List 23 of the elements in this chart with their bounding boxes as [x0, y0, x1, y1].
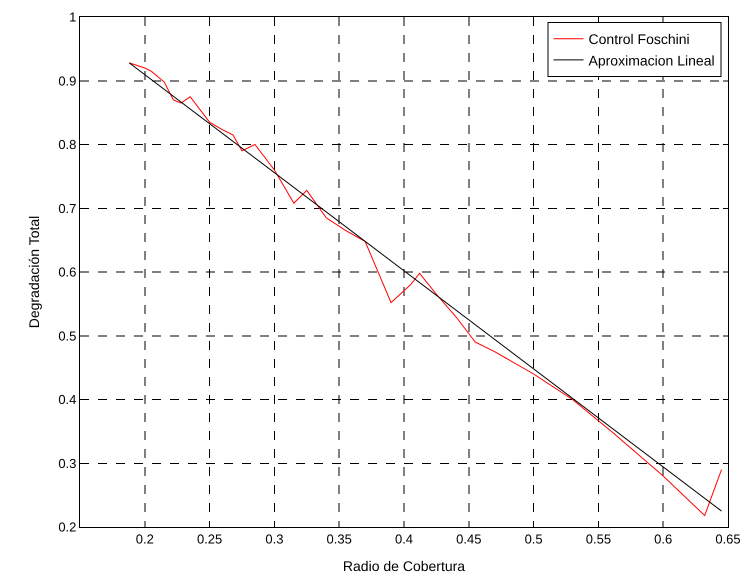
x-tick-label: 0.2 — [136, 532, 154, 547]
y-tick-label: 0.6 — [58, 264, 76, 280]
y-tick-label: 0.3 — [58, 456, 76, 471]
x-tick-label: 0.5 — [524, 532, 543, 547]
x-tick-label: 0.65 — [715, 532, 741, 547]
x-axis-title: Radio de Cobertura — [342, 558, 466, 574]
y-tick-label: 1 — [69, 10, 76, 25]
x-tick-label: 0.55 — [586, 532, 612, 547]
legend-label: Aproximacion Lineal — [588, 52, 715, 68]
x-tick-label: 0.35 — [326, 532, 352, 547]
y-tick-label: 0.4 — [58, 392, 76, 408]
y-tick-label: 0.7 — [58, 200, 76, 216]
y-tick-label: 0.5 — [58, 328, 76, 344]
legend-label: Control Foschini — [588, 31, 690, 48]
y-axis-title: Degradación Total — [26, 216, 42, 328]
y-tick-label: 0.8 — [58, 137, 76, 152]
x-tick-label: 0.45 — [456, 532, 482, 547]
x-tick-label: 0.6 — [654, 532, 672, 547]
x-tick-label: 0.3 — [265, 532, 284, 547]
x-tick-label: 0.4 — [394, 532, 414, 547]
y-tick-label: 0.2 — [58, 520, 76, 535]
x-tick-label: 0.25 — [196, 532, 222, 547]
y-tick-label: 0.9 — [58, 73, 76, 88]
